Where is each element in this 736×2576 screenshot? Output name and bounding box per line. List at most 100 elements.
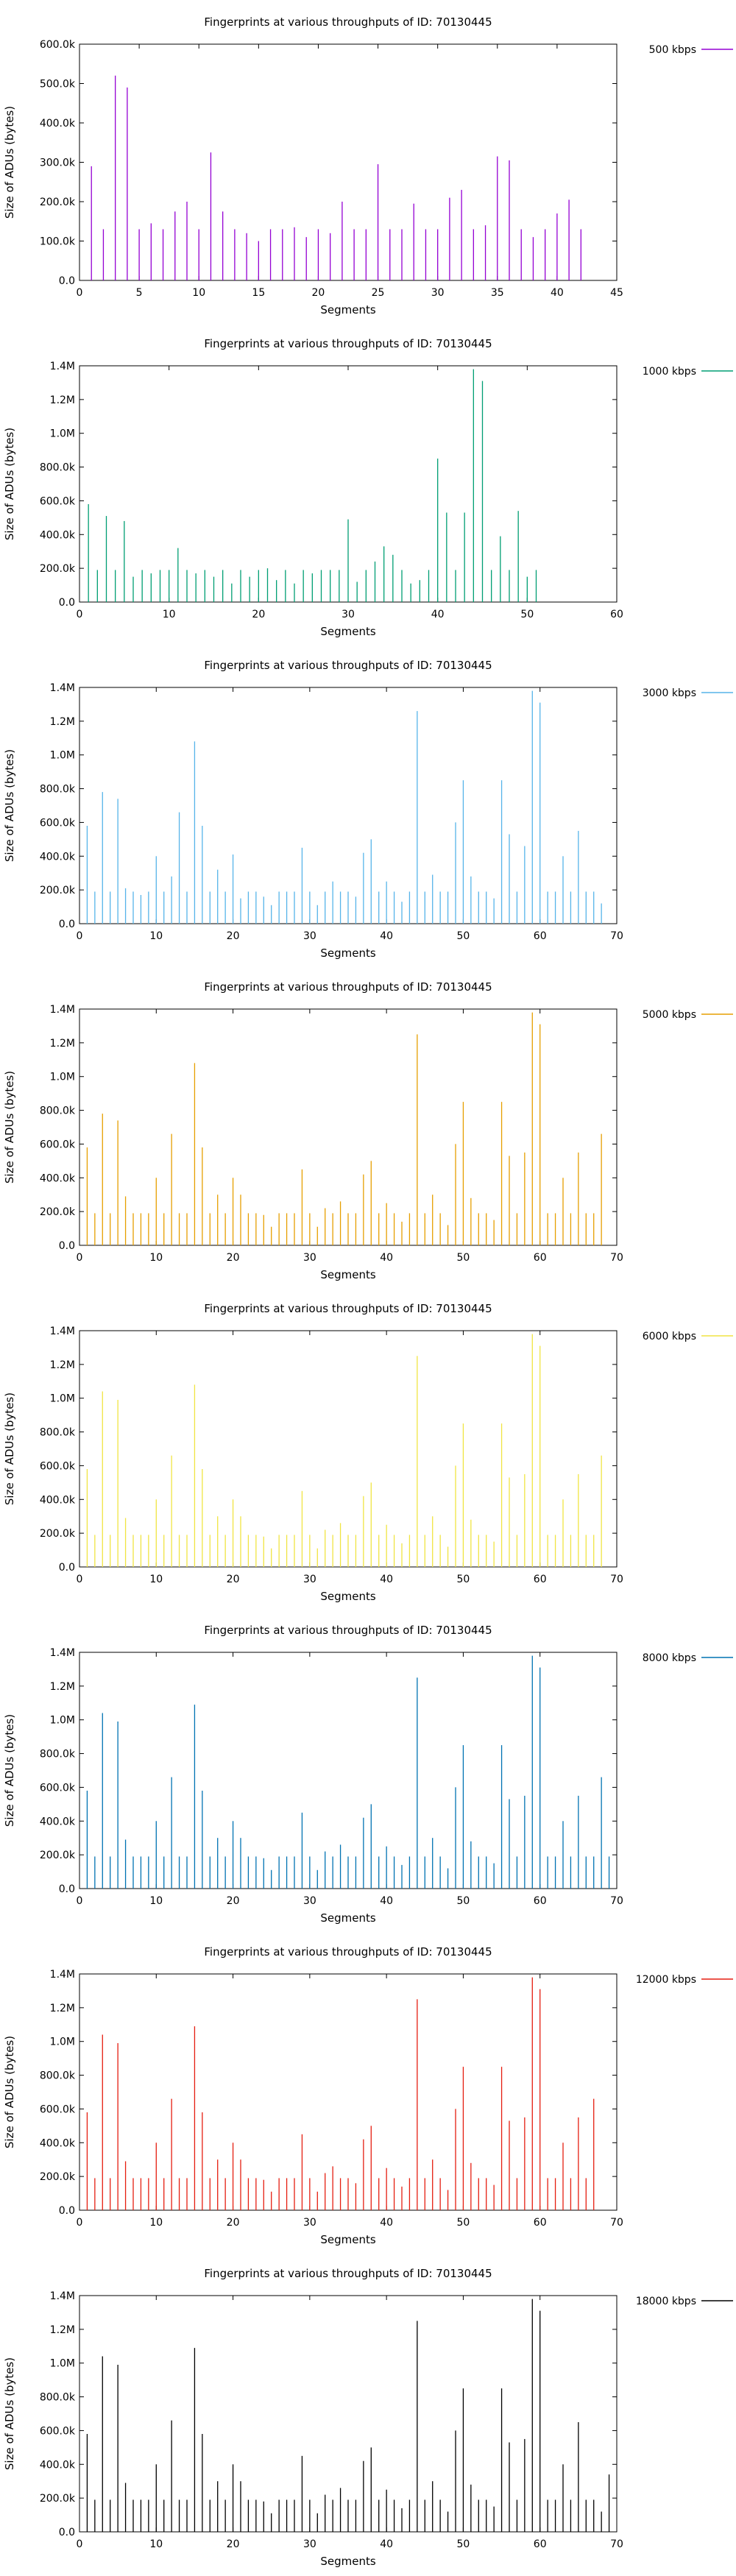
chart-svg: Fingerprints at various throughputs of I…	[3, 1624, 733, 1925]
y-tick-label: 400.0k	[40, 851, 76, 863]
y-tick-label: 1.2M	[50, 1359, 75, 1371]
x-axis-label: Segments	[320, 625, 376, 638]
y-tick-label: 0.0	[59, 1883, 75, 1895]
x-tick-label: 35	[491, 287, 504, 299]
y-tick-label: 200.0k	[40, 197, 76, 208]
x-tick-label: 40	[431, 609, 445, 620]
chart-svg: Fingerprints at various throughputs of I…	[3, 337, 733, 638]
y-tick-label: 800.0k	[40, 2392, 76, 2404]
y-axis-label: Size of ADUs (bytes)	[3, 428, 16, 540]
chart-panel-7: Fingerprints at various throughputs of I…	[0, 1930, 736, 2251]
y-axis-label: Size of ADUs (bytes)	[3, 1393, 16, 1505]
plot-frame	[79, 1652, 618, 1889]
y-tick-label: 0.0	[59, 2205, 75, 2217]
y-axis-label: Size of ADUs (bytes)	[3, 2036, 16, 2148]
x-tick-label: 0	[77, 2217, 83, 2229]
chart-svg: Fingerprints at various throughputs of I…	[3, 2267, 733, 2568]
x-tick-label: 60	[534, 1574, 547, 1585]
x-tick-label: 60	[534, 2538, 547, 2550]
y-tick-label: 200.0k	[40, 2171, 76, 2183]
y-tick-label: 1.2M	[50, 716, 75, 728]
x-tick-label: 30	[303, 1574, 316, 1585]
chart-svg: Fingerprints at various throughputs of I…	[3, 1302, 733, 1603]
y-axis-label: Size of ADUs (bytes)	[3, 1714, 16, 1827]
x-tick-label: 50	[457, 1895, 470, 1907]
x-tick-label: 30	[303, 930, 316, 942]
y-tick-label: 1.4M	[50, 1969, 75, 1981]
x-tick-label: 20	[227, 1895, 240, 1907]
x-tick-label: 30	[303, 1252, 316, 1264]
x-tick-label: 50	[520, 609, 534, 620]
x-axis-label: Segments	[320, 1911, 376, 1925]
y-tick-label: 1.0M	[50, 1072, 75, 1083]
x-tick-label: 10	[149, 2538, 163, 2550]
y-tick-label: 600.0k	[40, 1782, 76, 1794]
x-tick-label: 20	[227, 1574, 240, 1585]
y-tick-label: 800.0k	[40, 784, 76, 796]
y-axis-label: Size of ADUs (bytes)	[3, 1071, 16, 1183]
y-tick-label: 300.0k	[40, 158, 76, 169]
y-tick-label: 0.0	[59, 919, 75, 930]
x-tick-label: 10	[149, 2217, 163, 2229]
y-tick-label: 800.0k	[40, 1427, 76, 1439]
y-tick-label: 600.0k	[40, 1460, 76, 1472]
legend-label: 12000 kbps	[636, 1974, 696, 1986]
chart-panel-8: Fingerprints at various throughputs of I…	[0, 2251, 736, 2573]
plot-frame	[79, 687, 618, 924]
y-tick-label: 1.0M	[50, 2358, 75, 2370]
chart-svg: Fingerprints at various throughputs of I…	[3, 15, 733, 316]
y-tick-label: 400.0k	[40, 1816, 76, 1827]
y-tick-label: 500.0k	[40, 79, 76, 91]
chart-title: Fingerprints at various throughputs of I…	[204, 980, 492, 994]
plot-frame	[79, 1008, 618, 1246]
x-tick-label: 60	[534, 1895, 547, 1907]
x-tick-label: 10	[149, 1895, 163, 1907]
y-tick-label: 200.0k	[40, 2493, 76, 2505]
y-tick-label: 200.0k	[40, 1850, 76, 1861]
x-tick-label: 70	[610, 2538, 623, 2550]
chart-panel-5: Fingerprints at various throughputs of I…	[0, 1287, 736, 1608]
chart-panel-2: Fingerprints at various throughputs of I…	[0, 322, 736, 643]
x-axis-label: Segments	[320, 2555, 376, 2568]
x-tick-label: 40	[380, 930, 393, 942]
y-tick-label: 600.0k	[40, 2425, 76, 2437]
x-tick-label: 40	[380, 2217, 393, 2229]
y-tick-label: 400.0k	[40, 118, 76, 130]
y-tick-label: 600.0k	[40, 817, 76, 829]
y-tick-label: 200.0k	[40, 885, 76, 896]
x-tick-label: 60	[534, 2217, 547, 2229]
x-tick-label: 10	[149, 930, 163, 942]
y-tick-label: 0.0	[59, 1562, 75, 1574]
x-tick-label: 30	[303, 2217, 316, 2229]
legend-label: 500 kbps	[649, 44, 696, 56]
chart-panel-4: Fingerprints at various throughputs of I…	[0, 965, 736, 1287]
x-tick-label: 15	[252, 287, 265, 299]
x-tick-label: 0	[77, 287, 83, 299]
y-tick-label: 600.0k	[40, 1139, 76, 1150]
y-tick-label: 600.0k	[40, 495, 76, 507]
legend-label: 8000 kbps	[643, 1652, 696, 1664]
chart-panel-1: Fingerprints at various throughputs of I…	[0, 0, 736, 322]
legend-label: 1000 kbps	[643, 366, 696, 378]
x-tick-label: 0	[77, 609, 83, 620]
y-tick-label: 1.0M	[50, 428, 75, 440]
y-tick-label: 800.0k	[40, 2070, 76, 2082]
y-axis-label: Size of ADUs (bytes)	[3, 749, 16, 862]
y-tick-label: 600.0k	[40, 39, 76, 51]
y-tick-label: 0.0	[59, 597, 75, 609]
x-tick-label: 10	[163, 609, 176, 620]
x-tick-label: 0	[77, 2538, 83, 2550]
y-axis-label: Size of ADUs (bytes)	[3, 106, 16, 219]
y-tick-label: 400.0k	[40, 529, 76, 541]
x-tick-label: 5	[136, 287, 143, 299]
y-tick-label: 1.4M	[50, 2290, 75, 2302]
x-tick-label: 30	[303, 2538, 316, 2550]
x-tick-label: 70	[610, 930, 623, 942]
y-tick-label: 0.0	[59, 1240, 75, 1252]
y-tick-label: 1.4M	[50, 1326, 75, 1337]
chart-title: Fingerprints at various throughputs of I…	[204, 15, 492, 29]
chart-title: Fingerprints at various throughputs of I…	[204, 2267, 492, 2280]
chart-panel-6: Fingerprints at various throughputs of I…	[0, 1608, 736, 1930]
y-tick-label: 800.0k	[40, 462, 76, 474]
y-tick-label: 1.2M	[50, 1038, 75, 1050]
